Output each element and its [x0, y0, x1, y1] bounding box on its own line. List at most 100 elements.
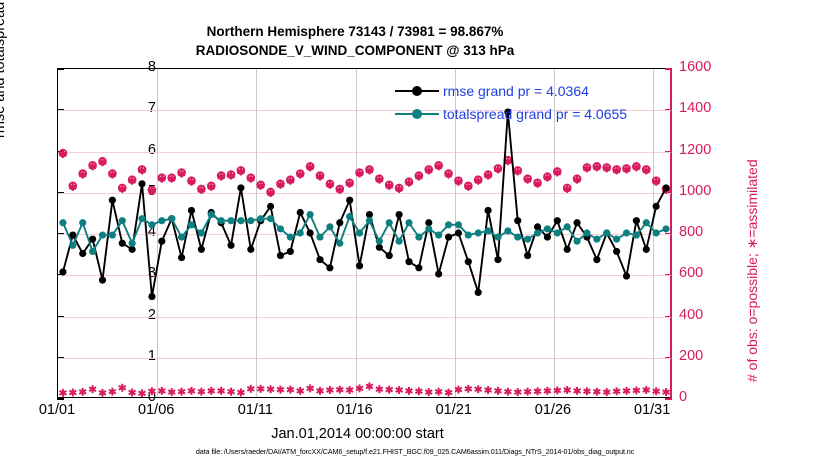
left-axis-tick-label: 4 — [147, 224, 156, 240]
obs-low-band-marker — [414, 387, 423, 396]
obs-low-band-marker — [622, 386, 631, 395]
series-point — [425, 219, 433, 227]
gridline-horizontal — [58, 316, 671, 318]
title-line-1: Northern Hemisphere 73143 / 73981 = 98.8… — [206, 24, 504, 39]
series-point — [583, 229, 591, 237]
obs-assimilated-marker — [414, 172, 423, 181]
x-axis-tick-label: 01/01 — [38, 402, 76, 418]
series-point — [217, 217, 225, 225]
obs-assimilated-marker — [316, 172, 324, 181]
obs-assimilated-marker — [464, 182, 473, 191]
obs-low-band-marker — [494, 386, 502, 395]
gridline-horizontal — [58, 192, 671, 194]
obs-assimilated-marker — [612, 166, 621, 175]
series-point — [642, 245, 650, 253]
obs-low-band-marker — [187, 386, 196, 395]
obs-low-band-marker — [484, 386, 493, 395]
obs-assimilated-marker — [592, 163, 601, 172]
data-file-note: data file: /Users/raeder/DAI/ATM_forcXX/… — [195, 447, 635, 456]
obs-low-band-marker — [335, 385, 344, 394]
series-point — [247, 217, 255, 225]
left-axis-tick — [57, 356, 64, 359]
obs-assimilated-marker — [236, 167, 245, 176]
obs-assimilated-marker — [256, 181, 265, 190]
left-axis-tick-label: 2 — [147, 306, 156, 323]
obs-low-band-marker — [138, 389, 146, 397]
series-point — [425, 225, 433, 233]
obs-assimilated-marker — [68, 182, 77, 191]
series-point — [296, 208, 304, 217]
right-axis-spine — [670, 68, 672, 398]
obs-assimilated-marker — [207, 182, 216, 191]
obs-low-band-marker — [385, 385, 394, 394]
right-axis-tick-label: 1400 — [679, 100, 712, 117]
series-point — [118, 217, 126, 225]
obs-low-band-marker — [513, 388, 522, 397]
obs-low-band-marker — [197, 387, 206, 396]
series-point — [415, 233, 423, 241]
obs-assimilated-marker — [58, 150, 67, 159]
series-point — [553, 217, 561, 225]
obs-assimilated-marker — [78, 170, 87, 179]
obs-assimilated-marker — [523, 175, 532, 184]
series-point — [553, 229, 561, 237]
obs-low-band-marker — [543, 386, 552, 395]
right-axis-tick-label: 600 — [679, 265, 704, 282]
obs-assimilated-marker — [632, 163, 641, 172]
obs-low-band-marker — [583, 387, 591, 396]
gridline-horizontal — [58, 151, 671, 153]
series-point — [435, 270, 443, 278]
obs-low-band-marker — [523, 387, 532, 396]
obs-low-band-marker — [464, 384, 473, 393]
series-point — [69, 231, 77, 239]
series-point — [316, 256, 324, 264]
obs-assimilated-marker — [434, 162, 443, 171]
legend-label-totalspread: totalspread grand pr = 4.0655 — [443, 105, 628, 122]
series-point — [276, 225, 285, 233]
obs-low-band-marker — [68, 388, 77, 397]
right-axis-tick-label: 400 — [679, 306, 704, 323]
legend-marker-rmse — [395, 84, 439, 98]
series-point — [346, 213, 354, 221]
series-point — [415, 264, 423, 272]
obs-low-band-marker — [227, 387, 235, 396]
right-axis-tick — [665, 274, 672, 276]
series-point — [237, 217, 245, 225]
series-point — [543, 233, 551, 241]
series-point — [316, 233, 324, 241]
series-point — [622, 272, 631, 280]
right-axis-tick — [665, 68, 672, 70]
series-point — [178, 233, 186, 241]
obs-low-band-marker — [207, 386, 216, 395]
series-point — [79, 249, 87, 258]
series-point — [286, 233, 294, 241]
x-axis-tick-label: 01/11 — [237, 402, 273, 418]
obs-low-band-marker — [365, 382, 374, 391]
obs-low-band-marker — [58, 388, 67, 397]
obs-low-band-marker — [503, 387, 512, 396]
series-point — [148, 292, 156, 301]
obs-low-band-marker — [642, 386, 651, 395]
x-axis-label: Jan.01,2014 00:00:00 start — [271, 426, 444, 442]
obs-assimilated-marker — [128, 176, 137, 185]
right-axis-label: # of obs: o=possible; ∗=assimilated — [744, 159, 760, 382]
series-point — [454, 229, 463, 237]
obs-low-band-marker — [405, 386, 413, 395]
obs-low-band-marker — [167, 388, 176, 397]
series-point — [197, 229, 205, 237]
left-axis-tick — [57, 274, 64, 276]
series-point — [346, 196, 354, 204]
obs-assimilated-marker — [563, 184, 572, 193]
series-point — [444, 221, 453, 229]
right-axis-tick-label: 1600 — [679, 59, 712, 75]
series-point — [187, 206, 196, 215]
obs-assimilated-marker — [405, 178, 413, 187]
obs-assimilated-marker — [484, 171, 493, 180]
obs-assimilated-marker — [583, 164, 591, 173]
left-axis-label: rmse and totalspread — [0, 1, 8, 138]
series-point — [158, 237, 166, 245]
obs-assimilated-marker — [325, 180, 334, 189]
series-point — [108, 231, 116, 239]
obs-assimilated-marker — [345, 179, 354, 188]
